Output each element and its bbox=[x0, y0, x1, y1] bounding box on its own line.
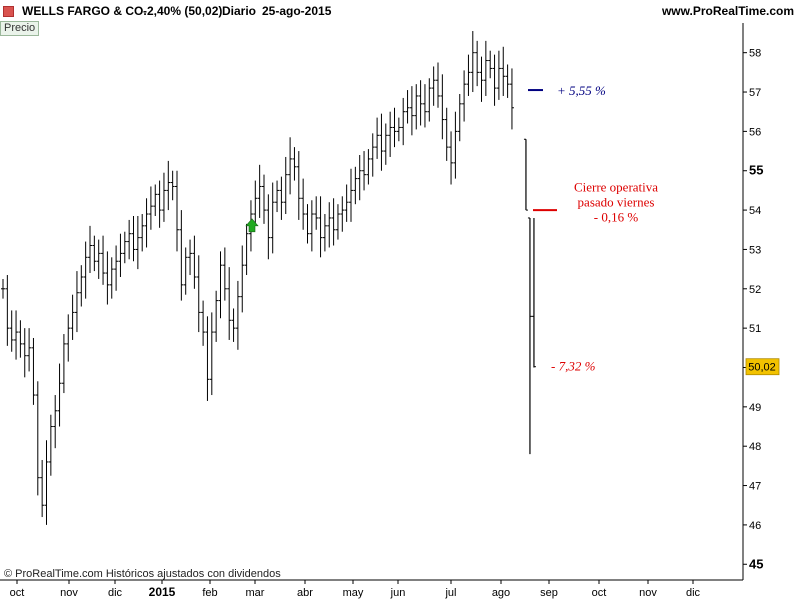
x-tick-label: nov bbox=[639, 587, 657, 599]
y-tick-label: 46 bbox=[749, 520, 761, 532]
precio-tab[interactable]: Precio bbox=[0, 21, 40, 36]
x-tick-label: nov bbox=[60, 587, 78, 599]
x-tick-label: abr bbox=[297, 587, 313, 599]
site-url[interactable]: www.ProRealTime.com bbox=[661, 4, 794, 18]
y-tick-label: 49 bbox=[749, 402, 761, 414]
y-tick-label: 52 bbox=[749, 284, 761, 296]
y-tick-label: 56 bbox=[749, 126, 761, 138]
prorealtime-logo-icon bbox=[3, 6, 14, 17]
y-tick-label: 54 bbox=[749, 205, 761, 217]
x-tick-label: 2015 bbox=[149, 585, 176, 599]
y-tick-label: 45 bbox=[749, 556, 763, 571]
close-annotation-line3: - 0,16 % bbox=[594, 209, 639, 224]
x-tick-label: feb bbox=[202, 587, 217, 599]
x-tick-label: jun bbox=[390, 587, 406, 599]
ticker-name: WELLS FARGO & CO. bbox=[22, 4, 147, 18]
close-annotation-line1: Cierre operativa bbox=[574, 179, 658, 194]
x-tick-label: oct bbox=[10, 587, 25, 599]
x-tick-label: dic bbox=[686, 587, 701, 599]
y-tick-label: 58 bbox=[749, 48, 761, 60]
y-tick-label: 48 bbox=[749, 441, 761, 453]
x-tick-label: may bbox=[343, 587, 364, 599]
x-tick-label: sep bbox=[540, 587, 558, 599]
rise-annotation: + 5,55 % bbox=[557, 83, 606, 98]
x-tick-label: oct bbox=[592, 587, 607, 599]
x-tick-label: jul bbox=[444, 587, 456, 599]
footer-note: © ProRealTime.com Históricos ajustados c… bbox=[4, 568, 281, 580]
price-change: -2,40% (50,02) bbox=[143, 4, 223, 18]
drop-annotation: - 7,32 % bbox=[551, 359, 596, 374]
y-tick-label: 53 bbox=[749, 244, 761, 256]
y-tick-label: 55 bbox=[749, 163, 763, 178]
period-label: Diario bbox=[222, 4, 257, 18]
x-tick-label: ago bbox=[492, 587, 510, 599]
last-price-label: 50,02 bbox=[748, 362, 776, 374]
chart-date: 25-ago-2015 bbox=[262, 4, 332, 18]
last-price-tag bbox=[745, 358, 780, 376]
close-annotation-line2: pasado viernes bbox=[578, 194, 655, 209]
y-tick-label: 51 bbox=[749, 323, 761, 335]
x-tick-label: mar bbox=[246, 587, 265, 599]
y-tick-label: 47 bbox=[749, 481, 761, 493]
x-tick-label: dic bbox=[108, 587, 123, 599]
green-up-arrow-icon bbox=[245, 218, 259, 233]
y-tick-label: 57 bbox=[749, 87, 761, 99]
chart-header: WELLS FARGO & CO. -2,40% (50,02) Diario … bbox=[0, 0, 800, 22]
